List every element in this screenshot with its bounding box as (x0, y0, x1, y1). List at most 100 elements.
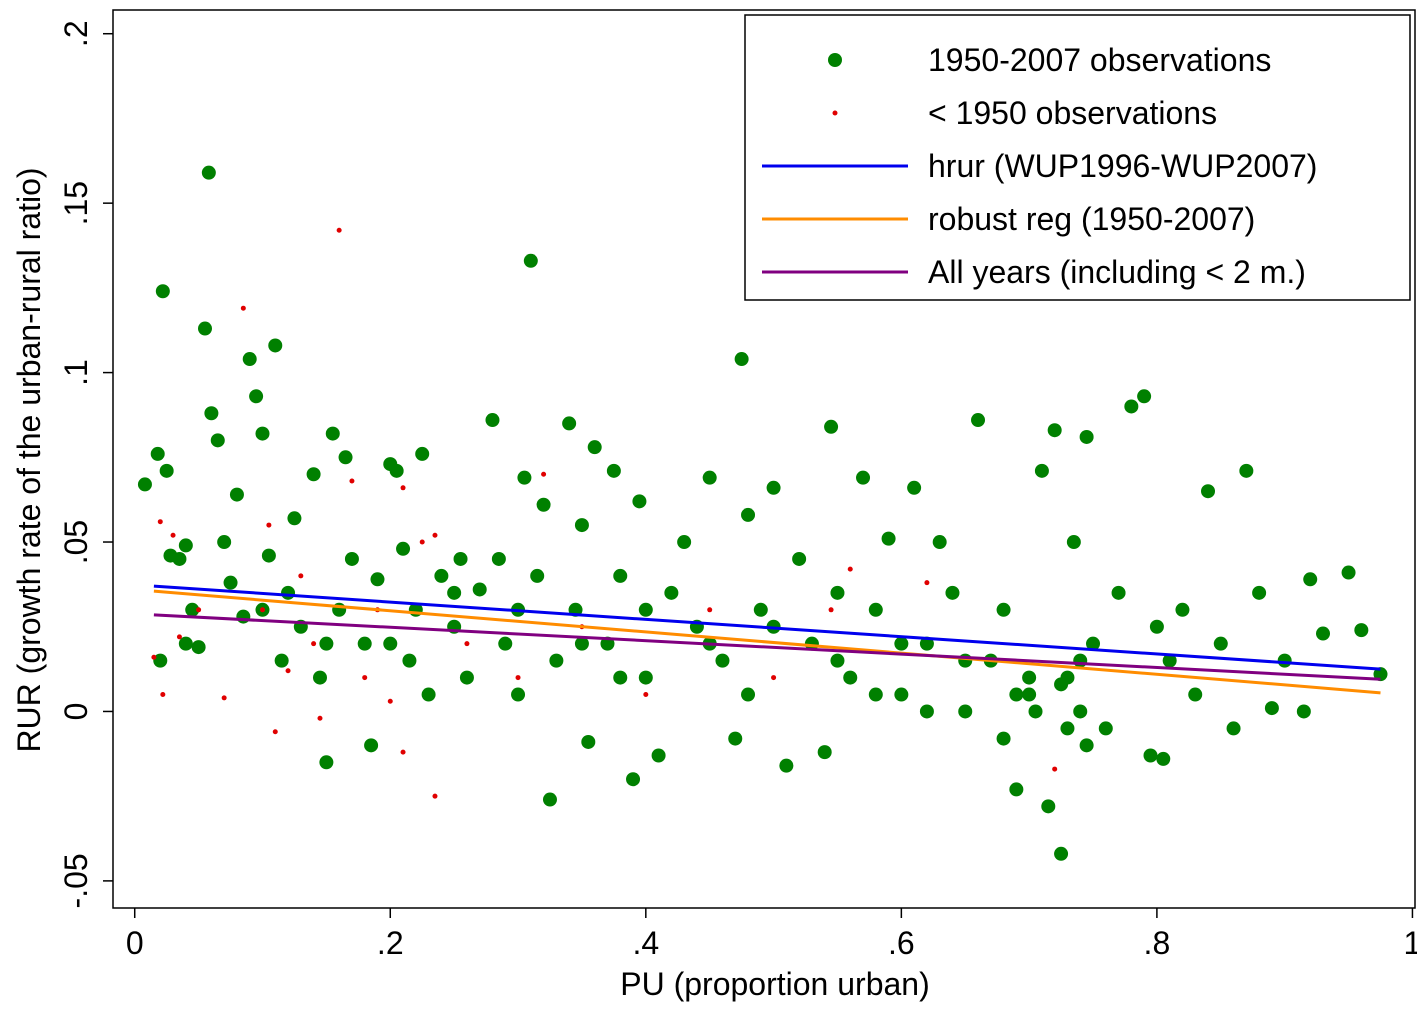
point (153, 653, 168, 668)
point (817, 745, 832, 760)
x-axis-label: PU (proportion urban) (620, 966, 929, 1002)
point (542, 792, 557, 807)
legend-label: robust reg (1950-2007) (928, 201, 1255, 237)
point (204, 406, 219, 421)
point (1028, 704, 1043, 719)
point (396, 541, 411, 556)
point (400, 485, 406, 491)
point (159, 463, 174, 478)
point (266, 522, 272, 528)
point (419, 539, 425, 545)
point (1264, 701, 1279, 716)
point (632, 494, 647, 509)
point (325, 426, 340, 441)
point (432, 793, 438, 799)
point (157, 519, 163, 525)
point (587, 440, 602, 455)
point (155, 284, 170, 299)
point (459, 670, 474, 685)
point (432, 532, 438, 538)
legend-label: hrur (WUP1996-WUP2007) (928, 148, 1317, 184)
point (236, 609, 251, 624)
point (741, 687, 756, 702)
point (1277, 653, 1292, 668)
y-tick-label: .15 (58, 181, 94, 225)
point (1022, 670, 1037, 685)
point (1354, 623, 1369, 638)
point (919, 704, 934, 719)
point (728, 731, 743, 746)
point (881, 531, 896, 546)
point (268, 338, 283, 353)
point (1213, 636, 1228, 651)
legend-box (744, 14, 1411, 301)
point (1086, 636, 1101, 651)
point (830, 585, 845, 600)
point (1079, 429, 1094, 444)
point (562, 416, 577, 431)
point (945, 585, 960, 600)
point (771, 675, 777, 681)
point (491, 551, 506, 566)
point (223, 575, 238, 590)
point (287, 511, 302, 526)
point (515, 675, 521, 681)
point (1073, 653, 1088, 668)
point (638, 670, 653, 685)
point (197, 321, 212, 336)
point (1143, 748, 1158, 763)
point (176, 634, 182, 640)
point (1175, 602, 1190, 617)
point (1054, 677, 1069, 692)
point (1098, 721, 1113, 736)
point (336, 227, 342, 233)
point (1341, 565, 1356, 580)
point (830, 653, 845, 668)
point (1009, 687, 1024, 702)
point (517, 470, 532, 485)
point (1054, 846, 1069, 861)
point (178, 538, 193, 553)
point (1060, 721, 1075, 736)
point (541, 471, 547, 477)
point (536, 497, 551, 512)
point (1034, 463, 1049, 478)
point (191, 640, 206, 655)
point (971, 413, 986, 428)
point (702, 470, 717, 485)
fit-line (153, 584, 1381, 671)
plot-frame (112, 9, 1416, 909)
point (298, 573, 304, 579)
point (996, 602, 1011, 617)
point (613, 670, 628, 685)
point (894, 636, 909, 651)
point (370, 572, 385, 587)
point (415, 446, 430, 461)
point (357, 636, 372, 651)
point (210, 433, 225, 448)
point (707, 607, 713, 613)
y-tick-label: .05 (58, 520, 94, 564)
y-tick-label: .1 (58, 359, 94, 386)
fit-line (153, 613, 1381, 681)
point (196, 607, 202, 613)
point (868, 602, 883, 617)
point (272, 729, 278, 735)
point (643, 692, 649, 698)
point (626, 772, 641, 787)
point (824, 419, 839, 434)
point (242, 352, 257, 367)
legend-label: All years (including < 2 m.) (928, 254, 1306, 290)
point (447, 585, 462, 600)
legend-label: < 1950 observations (928, 95, 1217, 131)
point (574, 636, 589, 651)
point (894, 687, 909, 702)
point (485, 413, 500, 428)
point (160, 692, 166, 698)
point (581, 734, 596, 749)
point (924, 580, 930, 586)
point (1009, 782, 1024, 797)
point (1156, 751, 1171, 766)
